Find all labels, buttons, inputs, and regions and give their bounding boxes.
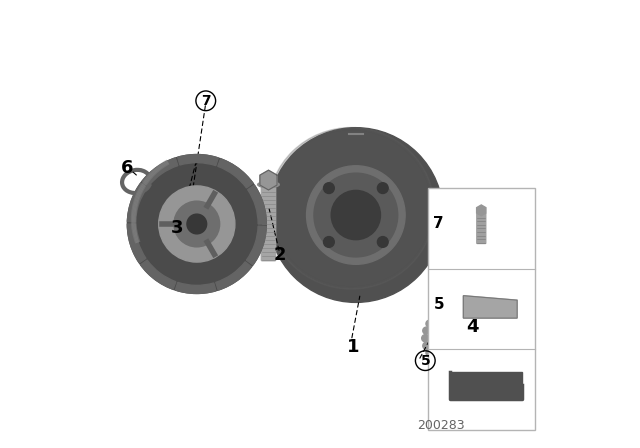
Text: 200283: 200283: [417, 419, 465, 432]
Wedge shape: [175, 282, 216, 293]
Circle shape: [476, 335, 483, 342]
Wedge shape: [248, 185, 266, 224]
Polygon shape: [450, 372, 522, 399]
Circle shape: [460, 310, 467, 317]
Circle shape: [466, 355, 474, 362]
Text: 6: 6: [121, 159, 134, 177]
Circle shape: [127, 155, 266, 293]
Circle shape: [452, 361, 460, 368]
Text: 4: 4: [466, 318, 479, 336]
Circle shape: [269, 128, 444, 302]
Circle shape: [174, 201, 220, 247]
Circle shape: [437, 310, 445, 317]
Circle shape: [324, 183, 334, 194]
Wedge shape: [178, 155, 218, 166]
Text: 3: 3: [170, 220, 183, 237]
Polygon shape: [463, 296, 517, 318]
Circle shape: [423, 327, 430, 334]
Circle shape: [466, 314, 474, 322]
Circle shape: [426, 349, 433, 356]
Circle shape: [431, 317, 474, 360]
Circle shape: [474, 342, 481, 349]
Wedge shape: [141, 260, 176, 289]
Wedge shape: [216, 262, 252, 290]
Ellipse shape: [271, 129, 432, 287]
Circle shape: [426, 320, 433, 327]
Circle shape: [471, 349, 478, 356]
Circle shape: [431, 355, 438, 362]
Wedge shape: [127, 224, 146, 263]
Circle shape: [437, 359, 445, 366]
Circle shape: [471, 320, 478, 327]
FancyBboxPatch shape: [428, 188, 535, 430]
Circle shape: [452, 308, 460, 315]
Text: 5: 5: [420, 353, 430, 368]
FancyBboxPatch shape: [477, 214, 486, 243]
Circle shape: [187, 214, 207, 234]
Wedge shape: [218, 159, 253, 188]
Circle shape: [431, 314, 438, 322]
Circle shape: [440, 327, 464, 350]
Text: 5: 5: [433, 297, 444, 312]
Polygon shape: [260, 170, 277, 190]
Circle shape: [159, 186, 235, 262]
Circle shape: [332, 190, 380, 240]
Wedge shape: [246, 226, 266, 265]
Ellipse shape: [258, 181, 279, 188]
Circle shape: [447, 333, 457, 343]
Wedge shape: [142, 158, 178, 186]
Circle shape: [445, 308, 452, 315]
Polygon shape: [477, 205, 486, 215]
Circle shape: [445, 361, 452, 368]
Circle shape: [378, 237, 388, 247]
Circle shape: [422, 335, 429, 342]
Text: 1: 1: [348, 338, 360, 356]
Ellipse shape: [268, 128, 435, 289]
Text: 2: 2: [273, 246, 286, 264]
FancyBboxPatch shape: [261, 187, 276, 261]
Circle shape: [460, 359, 467, 366]
Text: 7: 7: [201, 94, 211, 108]
Circle shape: [307, 166, 405, 264]
Circle shape: [314, 173, 397, 257]
Wedge shape: [127, 183, 147, 222]
Circle shape: [423, 342, 430, 349]
Circle shape: [378, 183, 388, 194]
Text: 7: 7: [433, 216, 444, 232]
Circle shape: [324, 237, 334, 247]
Circle shape: [474, 327, 481, 334]
